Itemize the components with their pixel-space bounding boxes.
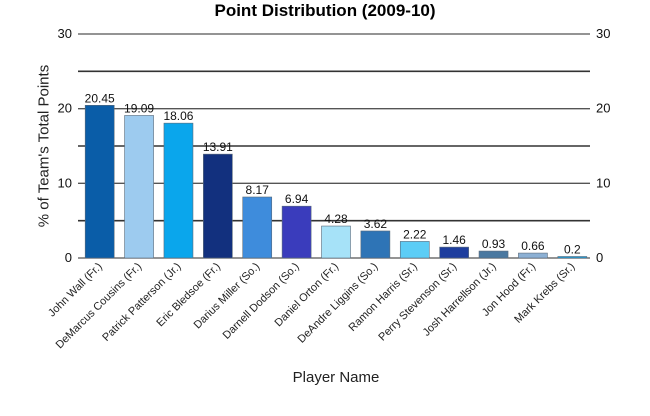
y-axis-right: 0 10 20 30 — [596, 26, 610, 265]
data-label: 3.62 — [364, 217, 388, 231]
y-tick-label-right: 0 — [596, 250, 603, 265]
data-label: 18.06 — [163, 109, 193, 123]
bar — [163, 122, 194, 259]
y-tick-label-left: 30 — [58, 26, 72, 41]
bar — [360, 230, 391, 259]
data-label: 0.2 — [564, 243, 581, 257]
x-tick-label: Darius Miller (So.) — [192, 261, 263, 332]
bar — [518, 252, 548, 259]
x-tick-label: Ramon Harris (Sr.) — [347, 261, 420, 334]
bar — [242, 196, 273, 259]
x-tick-label: Perry Stevenson (Sr.) — [376, 261, 459, 344]
x-tick-label: Josh Harrellson (Jr.) — [421, 261, 499, 339]
chart-title: Point Distribution (2009-10) — [214, 1, 436, 20]
data-label: 1.46 — [442, 233, 466, 247]
bar — [321, 225, 351, 259]
y-tick-label-right: 10 — [596, 175, 610, 190]
y-axis-label: % of Team's Total Points — [35, 64, 53, 228]
y-tick-label-left: 0 — [65, 250, 72, 265]
data-label: 4.28 — [324, 212, 348, 226]
bars — [84, 105, 588, 259]
y-tick-label-right: 20 — [596, 101, 610, 116]
data-label: 8.17 — [246, 183, 270, 197]
bar — [478, 250, 509, 259]
data-label: 13.91 — [203, 140, 233, 154]
x-axis-label: Player Name — [292, 369, 380, 386]
bar — [124, 115, 154, 259]
data-label: 6.94 — [285, 192, 309, 206]
bar — [281, 205, 312, 259]
bar — [399, 241, 430, 259]
data-label: 0.93 — [482, 237, 506, 251]
data-label: 2.22 — [403, 227, 427, 241]
x-tick-label: Patrick Patterson (Jr.) — [100, 261, 183, 344]
bar — [203, 153, 233, 259]
y-axis-left: 0 10 20 30 — [58, 26, 72, 265]
bar — [439, 246, 469, 259]
y-tick-label-left: 10 — [58, 175, 72, 190]
data-label: 0.66 — [521, 239, 545, 253]
value-labels: 20.45 19.09 18.06 13.91 8.17 6.94 4.28 3.62 2.22… — [85, 91, 581, 256]
bar — [557, 256, 588, 259]
y-tick-label-right: 30 — [596, 26, 610, 41]
data-label: 19.09 — [124, 101, 154, 115]
x-tick-label: Darnell Dodson (So.) — [221, 261, 302, 342]
data-label: 20.45 — [85, 91, 115, 105]
x-axis-tick-labels: John Wall (Fr.)DeMarcus Cousins (Fr.)Pat… — [46, 261, 577, 352]
bar — [84, 105, 115, 259]
gridlines — [78, 33, 590, 259]
y-tick-label-left: 20 — [58, 101, 72, 116]
